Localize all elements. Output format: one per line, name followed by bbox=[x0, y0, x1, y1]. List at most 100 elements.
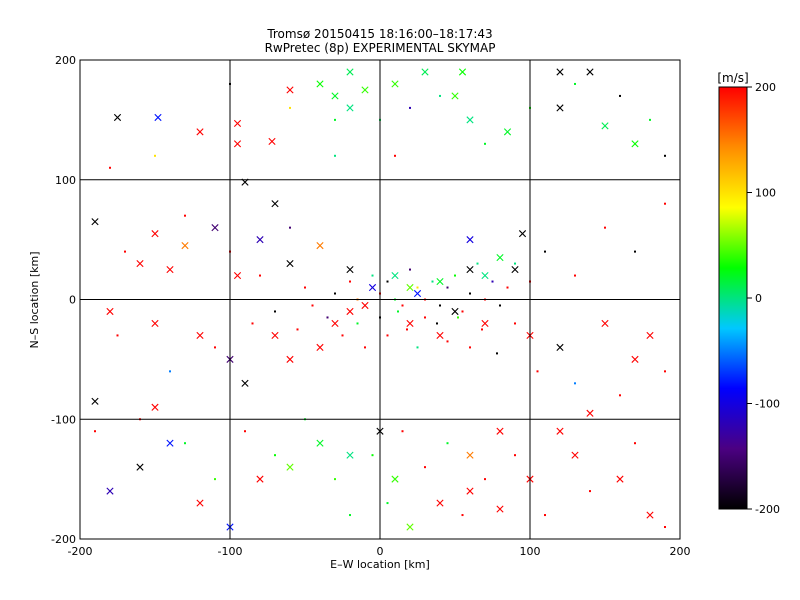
data-point bbox=[646, 511, 654, 519]
grid-lines bbox=[80, 60, 680, 539]
data-point bbox=[574, 382, 576, 385]
data-point bbox=[368, 283, 377, 292]
data-point bbox=[196, 499, 204, 507]
data-point bbox=[91, 218, 99, 226]
data-point bbox=[346, 104, 354, 112]
colorbar-ticks: 200 100 0 -100 -200 bbox=[747, 81, 780, 516]
data-point bbox=[518, 230, 527, 238]
data-point bbox=[361, 86, 369, 94]
data-point bbox=[304, 286, 306, 289]
data-point bbox=[436, 331, 444, 340]
data-point bbox=[461, 310, 464, 313]
data-point bbox=[646, 331, 654, 340]
data-point bbox=[391, 80, 399, 88]
data-point bbox=[371, 274, 374, 277]
data-point bbox=[511, 265, 519, 274]
data-point bbox=[274, 310, 276, 313]
data-point bbox=[386, 280, 389, 283]
data-point bbox=[286, 355, 294, 363]
data-point bbox=[233, 140, 242, 148]
data-point bbox=[196, 331, 204, 340]
data-point bbox=[409, 268, 411, 271]
data-point bbox=[481, 271, 489, 280]
data-point bbox=[316, 343, 324, 351]
colorbar-tick-label: 200 bbox=[755, 81, 776, 94]
data-point bbox=[664, 202, 666, 205]
data-point bbox=[604, 226, 606, 229]
data-point bbox=[196, 128, 204, 136]
data-point bbox=[466, 451, 474, 459]
data-point bbox=[514, 262, 516, 265]
data-point bbox=[316, 439, 324, 447]
data-point bbox=[431, 280, 434, 283]
chart-title: Tromsø 20150415 18:16:00–18:17:43 bbox=[266, 27, 492, 41]
data-point bbox=[499, 304, 501, 307]
data-point bbox=[476, 262, 479, 265]
data-point bbox=[259, 274, 261, 277]
colorbar-tick-label: -200 bbox=[755, 503, 780, 516]
data-point bbox=[268, 137, 276, 146]
data-point bbox=[346, 68, 354, 76]
data-point bbox=[391, 271, 399, 280]
colorbar-tick-label: -100 bbox=[755, 398, 780, 411]
data-point bbox=[394, 154, 396, 157]
y-tick-label: 0 bbox=[69, 294, 76, 307]
data-point bbox=[496, 427, 504, 435]
data-point bbox=[634, 250, 636, 253]
data-point bbox=[151, 230, 159, 238]
data-point bbox=[233, 271, 242, 280]
data-point bbox=[601, 122, 609, 130]
data-point bbox=[271, 200, 279, 208]
colorbar-tick-label: 0 bbox=[755, 292, 762, 305]
data-point bbox=[391, 475, 399, 483]
data-point bbox=[491, 280, 494, 283]
data-point bbox=[458, 68, 467, 76]
data-point bbox=[214, 478, 216, 481]
data-point bbox=[421, 68, 429, 76]
data-point bbox=[166, 439, 174, 447]
data-point bbox=[416, 346, 419, 349]
data-point bbox=[556, 427, 564, 435]
data-point bbox=[91, 397, 99, 405]
data-point bbox=[386, 334, 389, 337]
data-point bbox=[316, 242, 324, 250]
data-point bbox=[481, 319, 489, 328]
data-point bbox=[334, 478, 336, 481]
data-point bbox=[364, 346, 366, 349]
data-point bbox=[436, 499, 444, 507]
x-tick-label: 200 bbox=[670, 545, 691, 558]
data-point bbox=[274, 454, 276, 457]
data-point bbox=[116, 334, 119, 337]
data-point bbox=[241, 379, 249, 387]
data-point bbox=[457, 316, 459, 319]
data-point bbox=[664, 154, 666, 157]
data-point bbox=[469, 346, 471, 349]
data-point bbox=[664, 370, 666, 373]
data-point bbox=[631, 355, 639, 363]
x-tick-label: 0 bbox=[377, 545, 384, 558]
x-axis-label: E–W location [km] bbox=[330, 558, 430, 571]
data-point bbox=[424, 466, 426, 469]
data-point bbox=[334, 292, 336, 295]
data-point bbox=[649, 118, 651, 121]
data-point bbox=[436, 277, 444, 286]
data-point bbox=[401, 304, 404, 307]
data-point bbox=[616, 475, 624, 483]
data-point bbox=[184, 214, 186, 217]
data-point bbox=[181, 242, 189, 250]
data-point bbox=[619, 394, 621, 397]
data-point bbox=[244, 430, 246, 433]
data-point bbox=[454, 274, 456, 277]
data-point bbox=[316, 80, 324, 88]
y-tick-label: 200 bbox=[55, 54, 76, 67]
data-point bbox=[113, 113, 122, 122]
data-point bbox=[289, 106, 291, 109]
y-tick-label: 100 bbox=[55, 174, 76, 187]
data-point bbox=[416, 286, 419, 289]
data-point bbox=[341, 334, 344, 337]
data-point bbox=[506, 286, 509, 289]
data-point bbox=[496, 505, 504, 513]
y-axis-label: N–S location [km] bbox=[28, 251, 41, 348]
data-point bbox=[233, 119, 242, 128]
